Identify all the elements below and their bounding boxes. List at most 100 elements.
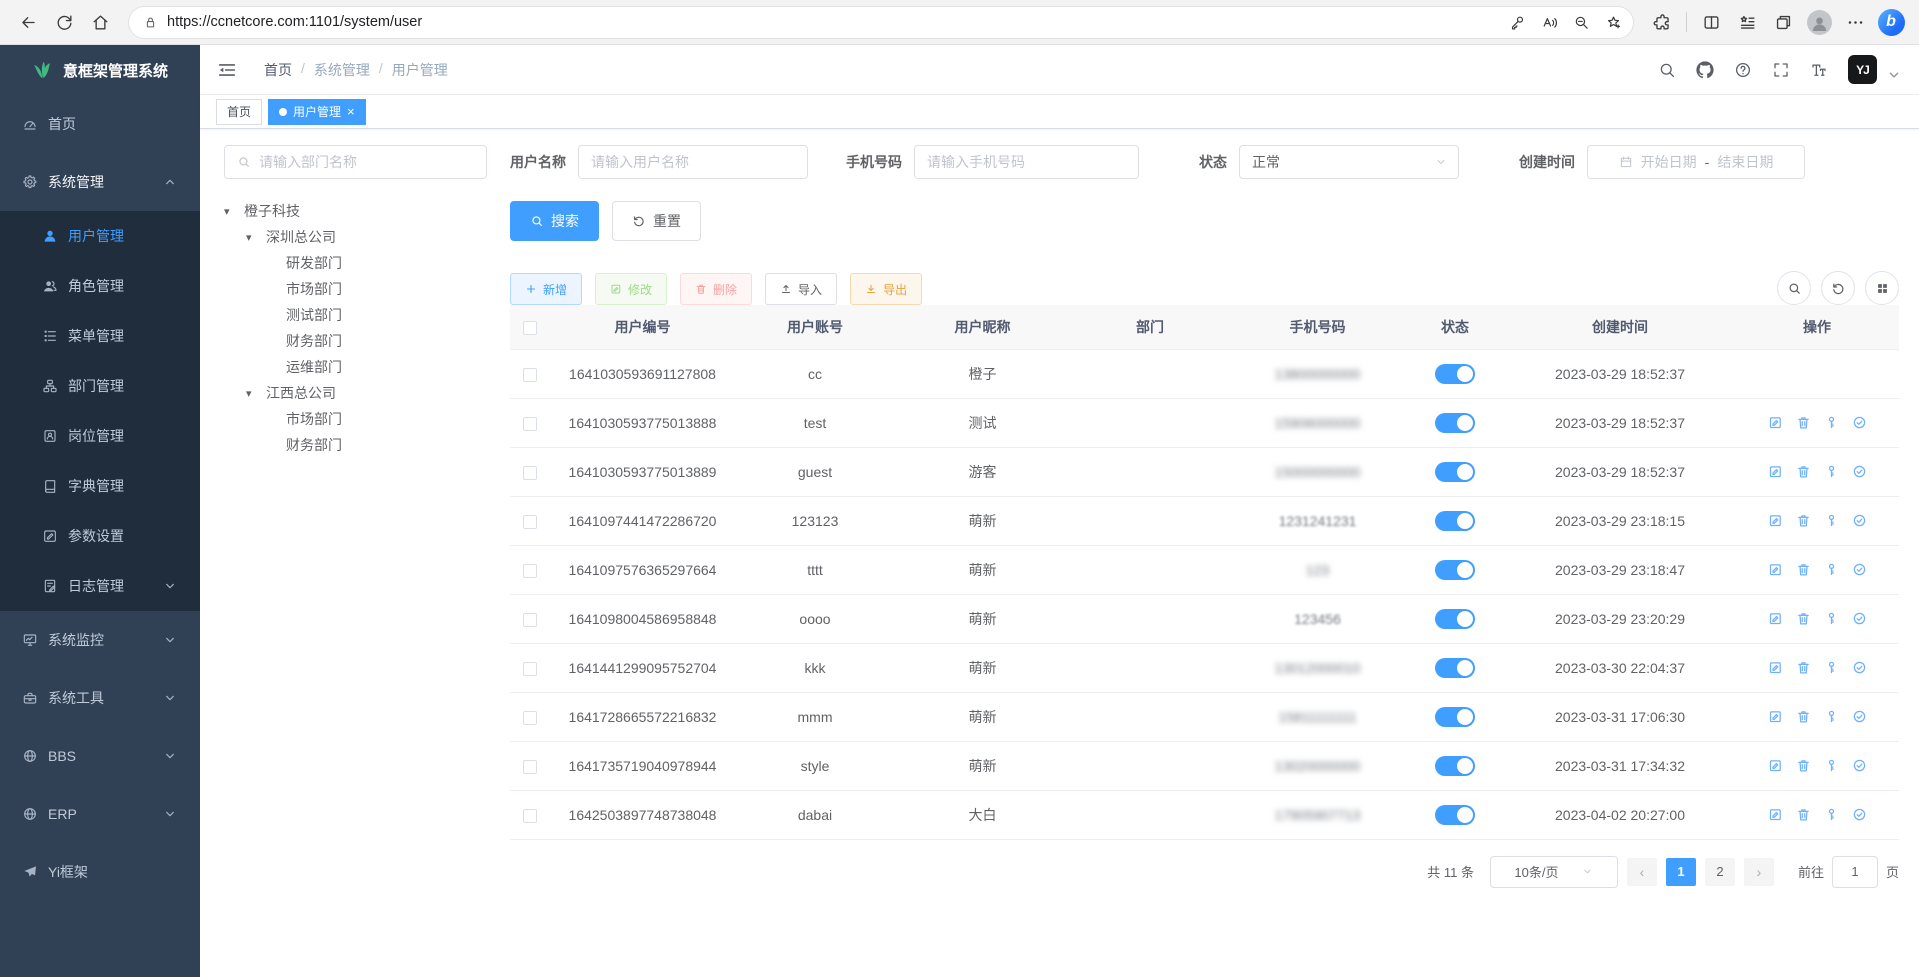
row-assign-role-icon[interactable] [1852,611,1867,626]
browser-menu-button[interactable] [1839,6,1871,38]
sidebar-item-erp[interactable]: ERP [0,785,200,843]
edit-button[interactable]: 修改 [595,273,668,305]
status-toggle[interactable] [1435,412,1475,433]
dept-search-input[interactable]: 请输入部门名称 [224,145,487,179]
prev-page-button[interactable]: ‹ [1626,857,1657,886]
sidebar-item-yi-framework[interactable]: Yi框架 [0,843,200,901]
row-assign-role-icon[interactable] [1852,464,1867,479]
tab-home[interactable]: 首页 [216,98,263,125]
sidebar-item-system-tools[interactable]: 系统工具 [0,669,200,727]
phone-input[interactable]: 请输入手机号码 [914,145,1139,179]
row-checkbox[interactable] [523,367,537,382]
sidebar-item-menu-mgmt[interactable]: 菜单管理 [0,311,200,361]
import-button[interactable]: 导入 [765,273,838,305]
tab-user-mgmt[interactable]: 用户管理 × [268,98,366,125]
tree-node-chengzi-keji[interactable]: ▾ 橙子科技 [224,203,300,219]
status-toggle[interactable] [1435,657,1475,678]
row-delete-icon[interactable] [1796,807,1811,822]
status-toggle[interactable] [1435,804,1475,825]
header-search-icon[interactable] [1658,61,1676,79]
row-checkbox[interactable] [523,661,537,676]
row-assign-role-icon[interactable] [1852,807,1867,822]
sidebar-item-bbs[interactable]: BBS [0,727,200,785]
split-screen-button[interactable] [1695,6,1727,38]
status-toggle[interactable] [1435,608,1475,629]
status-toggle[interactable] [1435,559,1475,580]
app-logo[interactable]: 意框架管理系统 [0,45,200,95]
row-delete-icon[interactable] [1796,758,1811,773]
sidebar-item-param-settings[interactable]: 参数设置 [0,511,200,561]
tree-node-finance-dept-sz[interactable]: 财务部门 [286,333,342,349]
avatar-caret-icon[interactable] [1885,66,1903,84]
row-delete-icon[interactable] [1796,464,1811,479]
date-range-input[interactable]: 开始日期 - 结束日期 [1587,145,1805,179]
github-icon[interactable] [1696,60,1714,79]
tree-node-shenzhen-hq[interactable]: ▾ 深圳总公司 [246,229,336,245]
row-checkbox[interactable] [523,416,537,431]
row-delete-icon[interactable] [1796,562,1811,577]
row-edit-icon[interactable] [1768,758,1783,773]
row-checkbox[interactable] [523,465,537,480]
row-checkbox[interactable] [523,612,537,627]
reset-button[interactable]: 重置 [612,201,701,241]
column-settings-button[interactable] [1865,271,1899,305]
goto-page-input[interactable]: 1 [1831,855,1878,888]
row-assign-role-icon[interactable] [1852,415,1867,430]
row-reset-password-icon[interactable] [1824,611,1839,626]
sidebar-item-user-mgmt[interactable]: 用户管理 [0,211,200,261]
status-toggle[interactable] [1435,461,1475,482]
extensions-button[interactable] [1646,6,1678,38]
status-toggle[interactable] [1435,510,1475,531]
row-edit-icon[interactable] [1768,660,1783,675]
row-reset-password-icon[interactable] [1824,464,1839,479]
show-search-toggle-button[interactable] [1777,271,1811,305]
favorite-button[interactable] [1599,8,1627,36]
row-edit-icon[interactable] [1768,513,1783,528]
favorites-bar-button[interactable] [1731,6,1763,38]
tree-node-rd-dept[interactable]: 研发部门 [286,255,342,271]
row-reset-password-icon[interactable] [1824,807,1839,822]
breadcrumb-home[interactable]: 首页 [264,61,292,78]
row-edit-icon[interactable] [1768,415,1783,430]
password-key-button[interactable] [1503,8,1531,36]
page-button-2[interactable]: 2 [1704,857,1735,886]
zoom-out-button[interactable] [1567,8,1595,36]
profile-button[interactable] [1803,6,1835,38]
tree-node-test-dept[interactable]: 测试部门 [286,307,342,323]
row-checkbox[interactable] [523,563,537,578]
page-size-select[interactable]: 10条/页 [1489,855,1618,888]
collections-button[interactable] [1767,6,1799,38]
address-bar[interactable]: https://ccnetcore.com:1101/system/user [128,5,1634,39]
row-edit-icon[interactable] [1768,562,1783,577]
row-edit-icon[interactable] [1768,807,1783,822]
browser-home-button[interactable] [84,6,116,38]
row-assign-role-icon[interactable] [1852,513,1867,528]
status-select[interactable]: 正常 [1239,145,1459,179]
tree-node-ops-dept[interactable]: 运维部门 [286,359,342,375]
sidebar-item-log-mgmt[interactable]: 日志管理 [0,561,200,611]
sidebar-item-dept-mgmt[interactable]: 部门管理 [0,361,200,411]
row-checkbox[interactable] [523,808,537,823]
status-toggle[interactable] [1435,363,1475,384]
delete-button[interactable]: 删除 [680,273,753,305]
browser-back-button[interactable] [12,6,44,38]
username-input[interactable]: 请输入用户名称 [578,145,808,179]
browser-refresh-button[interactable] [48,6,80,38]
sidebar-item-home[interactable]: 首页 [0,95,200,153]
row-checkbox[interactable] [523,759,537,774]
tree-node-market-dept-sz[interactable]: 市场部门 [286,281,342,297]
read-aloud-button[interactable] [1535,8,1563,36]
collapse-sidebar-button[interactable] [216,59,238,81]
row-assign-role-icon[interactable] [1852,562,1867,577]
font-size-icon[interactable] [1810,61,1828,79]
row-edit-icon[interactable] [1768,709,1783,724]
row-reset-password-icon[interactable] [1824,758,1839,773]
row-checkbox[interactable] [523,710,537,725]
next-page-button[interactable]: › [1743,857,1774,886]
row-edit-icon[interactable] [1768,611,1783,626]
row-reset-password-icon[interactable] [1824,415,1839,430]
row-assign-role-icon[interactable] [1852,758,1867,773]
row-delete-icon[interactable] [1796,415,1811,430]
row-checkbox[interactable] [523,514,537,529]
row-edit-icon[interactable] [1768,464,1783,479]
